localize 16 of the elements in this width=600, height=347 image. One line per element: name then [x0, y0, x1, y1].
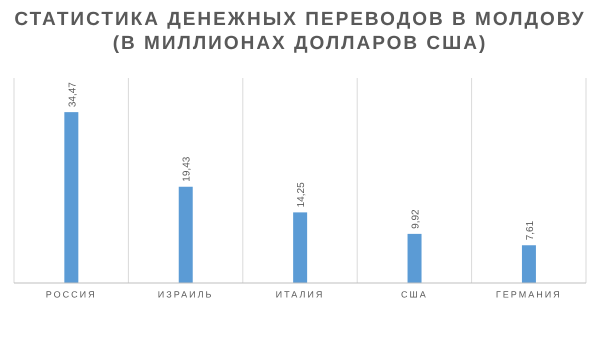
x-tick-label: ГЕРМАНИЯ	[496, 289, 562, 300]
bar	[293, 212, 308, 283]
data-label: 9,92	[410, 208, 422, 229]
bar	[178, 186, 193, 283]
x-tick-label: РОССИЯ	[46, 289, 97, 300]
bar	[408, 234, 422, 283]
chart-title: СТАТИСТИКА ДЕНЕЖНЫХ ПЕРЕВОДОВ В МОЛДОВУ (В МИЛЛИОНАХ ДОЛЛАРОВ США)	[13, 8, 587, 56]
data-label: 34,47	[67, 82, 78, 108]
x-tick-label: ИЗРАИЛЬ	[158, 289, 214, 300]
data-label: 7,61	[524, 220, 536, 240]
x-tick-label: США	[401, 289, 428, 300]
x-tick-label: ИТАЛИЯ	[276, 289, 324, 300]
bar	[64, 112, 78, 283]
bar	[522, 245, 536, 283]
data-label: 14,25	[296, 182, 308, 208]
data-label: 19,43	[182, 156, 193, 182]
